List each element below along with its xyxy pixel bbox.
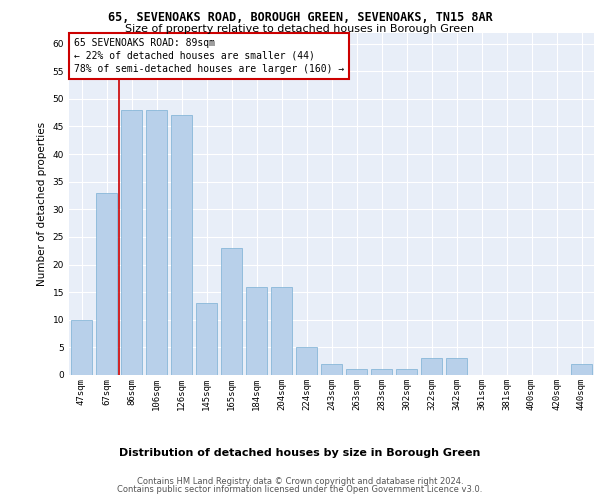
Text: 65 SEVENOAKS ROAD: 89sqm
← 22% of detached houses are smaller (44)
78% of semi-d: 65 SEVENOAKS ROAD: 89sqm ← 22% of detach… [74, 38, 344, 74]
Text: Size of property relative to detached houses in Borough Green: Size of property relative to detached ho… [125, 24, 475, 34]
Bar [446, 358, 467, 375]
Bar [71, 320, 92, 375]
Bar [571, 364, 592, 375]
Bar [171, 116, 192, 375]
Bar [321, 364, 342, 375]
Bar [346, 370, 367, 375]
Bar [396, 370, 417, 375]
Bar [146, 110, 167, 375]
Bar [221, 248, 242, 375]
Text: Contains HM Land Registry data © Crown copyright and database right 2024.: Contains HM Land Registry data © Crown c… [137, 477, 463, 486]
Text: 65, SEVENOAKS ROAD, BOROUGH GREEN, SEVENOAKS, TN15 8AR: 65, SEVENOAKS ROAD, BOROUGH GREEN, SEVEN… [107, 11, 493, 24]
Bar [371, 370, 392, 375]
Bar [421, 358, 442, 375]
Y-axis label: Number of detached properties: Number of detached properties [37, 122, 47, 286]
Bar [96, 192, 117, 375]
Bar [246, 286, 267, 375]
Bar [121, 110, 142, 375]
Bar [271, 286, 292, 375]
Text: Distribution of detached houses by size in Borough Green: Distribution of detached houses by size … [119, 448, 481, 458]
Bar [196, 303, 217, 375]
Bar [296, 348, 317, 375]
Text: Contains public sector information licensed under the Open Government Licence v3: Contains public sector information licen… [118, 485, 482, 494]
